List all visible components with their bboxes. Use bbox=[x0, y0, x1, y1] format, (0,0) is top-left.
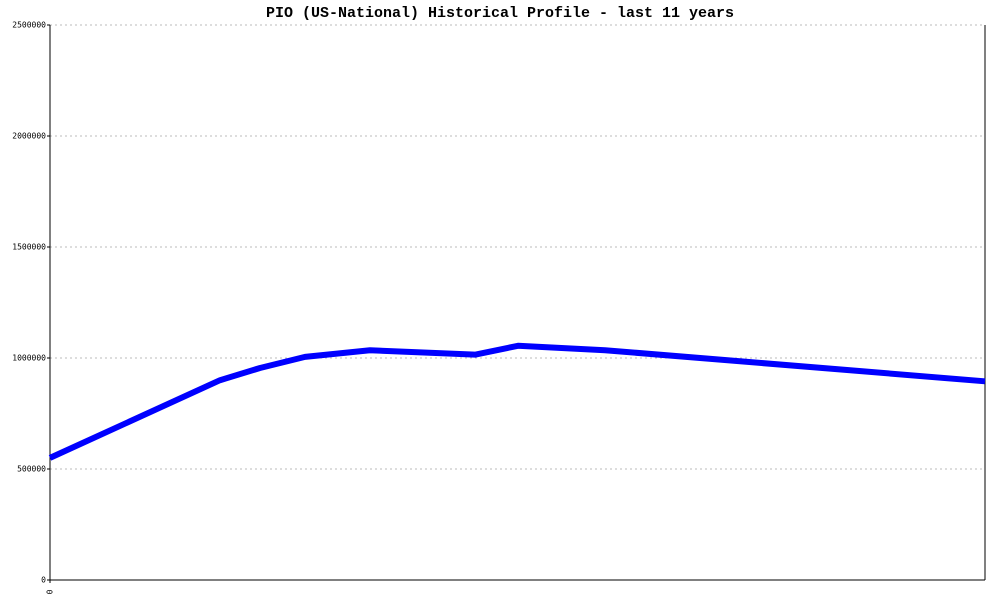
y-tick-label: 0 bbox=[41, 576, 46, 585]
y-tick-label: 1000000 bbox=[12, 354, 46, 363]
chart-title: PIO (US-National) Historical Profile - l… bbox=[266, 5, 734, 22]
data-line bbox=[48, 342, 986, 461]
y-tick-label: 2000000 bbox=[12, 132, 46, 141]
y-tick-label: 1500000 bbox=[12, 243, 46, 252]
y-tick-label: 500000 bbox=[17, 465, 46, 474]
y-tick-label: 2500000 bbox=[12, 21, 46, 30]
x-tick-label: 0 bbox=[46, 589, 55, 594]
